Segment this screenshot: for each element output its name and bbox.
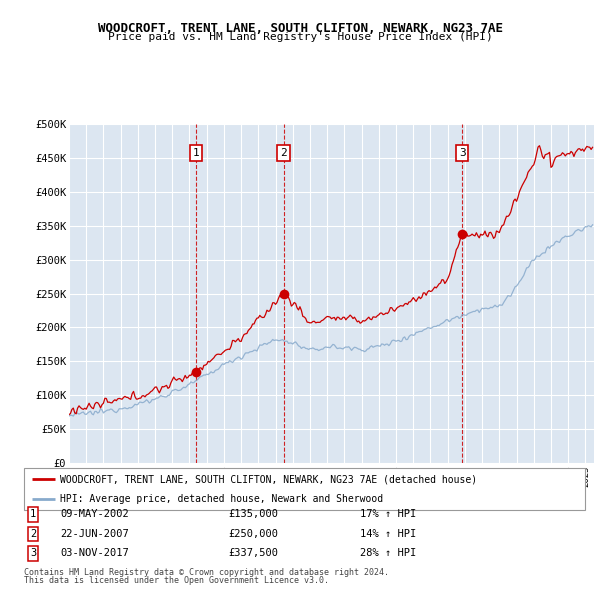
FancyBboxPatch shape [24, 468, 585, 510]
Text: WOODCROFT, TRENT LANE, SOUTH CLIFTON, NEWARK, NG23 7AE (detached house): WOODCROFT, TRENT LANE, SOUTH CLIFTON, NE… [61, 474, 478, 484]
Text: £337,500: £337,500 [228, 549, 278, 558]
Text: 2: 2 [280, 148, 287, 158]
Text: 22-JUN-2007: 22-JUN-2007 [60, 529, 129, 539]
Text: 09-MAY-2002: 09-MAY-2002 [60, 510, 129, 519]
Text: 03-NOV-2017: 03-NOV-2017 [60, 549, 129, 558]
Text: 2: 2 [30, 529, 36, 539]
Text: This data is licensed under the Open Government Licence v3.0.: This data is licensed under the Open Gov… [24, 576, 329, 585]
Text: 17% ↑ HPI: 17% ↑ HPI [360, 510, 416, 519]
Text: 28% ↑ HPI: 28% ↑ HPI [360, 549, 416, 558]
Text: £250,000: £250,000 [228, 529, 278, 539]
Text: HPI: Average price, detached house, Newark and Sherwood: HPI: Average price, detached house, Newa… [61, 494, 383, 504]
Text: 14% ↑ HPI: 14% ↑ HPI [360, 529, 416, 539]
Text: 1: 1 [193, 148, 199, 158]
Text: WOODCROFT, TRENT LANE, SOUTH CLIFTON, NEWARK, NG23 7AE: WOODCROFT, TRENT LANE, SOUTH CLIFTON, NE… [97, 22, 503, 35]
Text: Price paid vs. HM Land Registry's House Price Index (HPI): Price paid vs. HM Land Registry's House … [107, 32, 493, 42]
Text: 3: 3 [459, 148, 466, 158]
Text: 1: 1 [30, 510, 36, 519]
Text: £135,000: £135,000 [228, 510, 278, 519]
Text: Contains HM Land Registry data © Crown copyright and database right 2024.: Contains HM Land Registry data © Crown c… [24, 568, 389, 577]
Text: 3: 3 [30, 549, 36, 558]
